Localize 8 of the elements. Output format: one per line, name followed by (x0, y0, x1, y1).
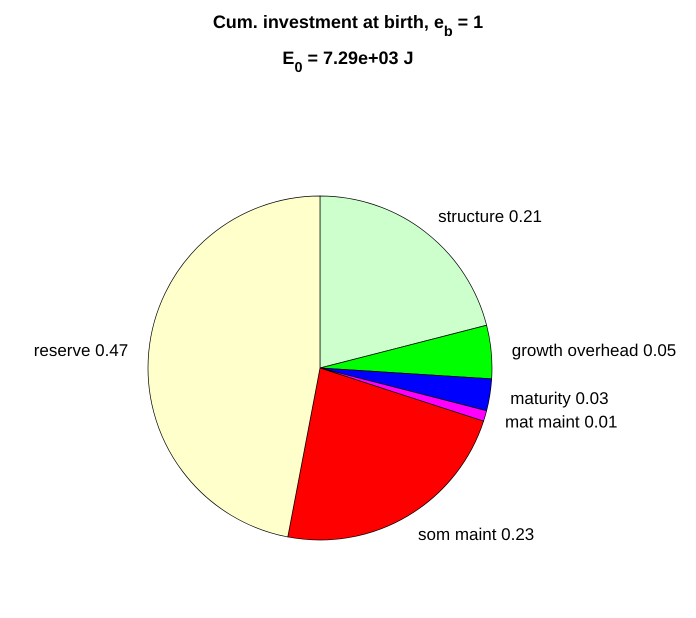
slice-label: som maint 0.23 (418, 524, 534, 544)
slice-label: reserve 0.47 (34, 340, 128, 360)
slice-label: growth overhead 0.05 (512, 340, 676, 360)
chart-title: Cum. investment at birth, e$_{b}$ = 1 (212, 12, 484, 40)
slice-label: mat maint 0.01 (504, 412, 618, 432)
slice-label: maturity 0.03 (510, 389, 609, 408)
slice-label: structure 0.21 (438, 206, 542, 226)
chart-subtitle: E$_{0}$ = 7.29e+03 J (282, 48, 414, 76)
